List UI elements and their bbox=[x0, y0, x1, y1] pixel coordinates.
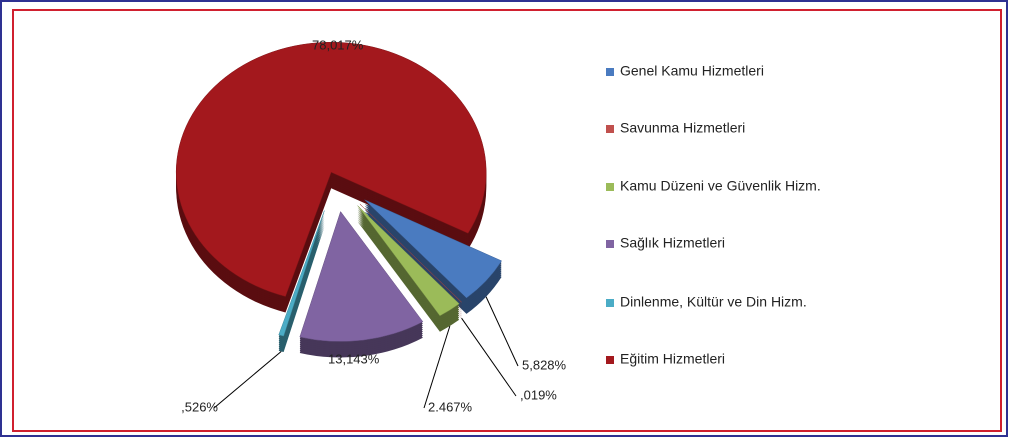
slice bbox=[175, 42, 487, 297]
data-label: ,019% bbox=[520, 387, 557, 402]
leader-line bbox=[485, 296, 519, 367]
legend-swatch bbox=[606, 299, 614, 307]
slice bbox=[357, 205, 460, 317]
data-label: 2.467% bbox=[428, 399, 473, 414]
slice bbox=[278, 210, 325, 337]
data-label: 5,828% bbox=[522, 357, 567, 372]
legend-swatch bbox=[606, 125, 614, 133]
legend-label: Genel Kamu Hizmetleri bbox=[620, 63, 764, 79]
slice bbox=[299, 210, 424, 342]
slice bbox=[364, 199, 502, 299]
slice-side bbox=[359, 206, 462, 305]
legend-label: Eğitim Hizmetleri bbox=[620, 351, 725, 367]
data-label: ,526% bbox=[181, 399, 218, 414]
legend-swatch bbox=[606, 68, 614, 76]
leader-line bbox=[461, 317, 517, 397]
legend-label: Kamu Düzeni ve Güvenlik Hizm. bbox=[620, 178, 821, 194]
legend-label: Savunma Hizmetleri bbox=[620, 120, 745, 136]
legend-swatch bbox=[606, 240, 614, 248]
data-label: 78,017% bbox=[312, 37, 364, 52]
slice bbox=[359, 203, 463, 303]
legend-label: Sağlık Hizmetleri bbox=[620, 235, 725, 251]
legend-swatch bbox=[606, 183, 614, 191]
leader-line bbox=[423, 325, 451, 409]
data-label: 13,143% bbox=[328, 351, 380, 366]
legend-swatch bbox=[606, 356, 614, 364]
inner-border bbox=[12, 9, 1002, 432]
legend-label: Dinlenme, Kültür ve Din Hizm. bbox=[620, 294, 807, 310]
leader-line bbox=[213, 351, 282, 409]
